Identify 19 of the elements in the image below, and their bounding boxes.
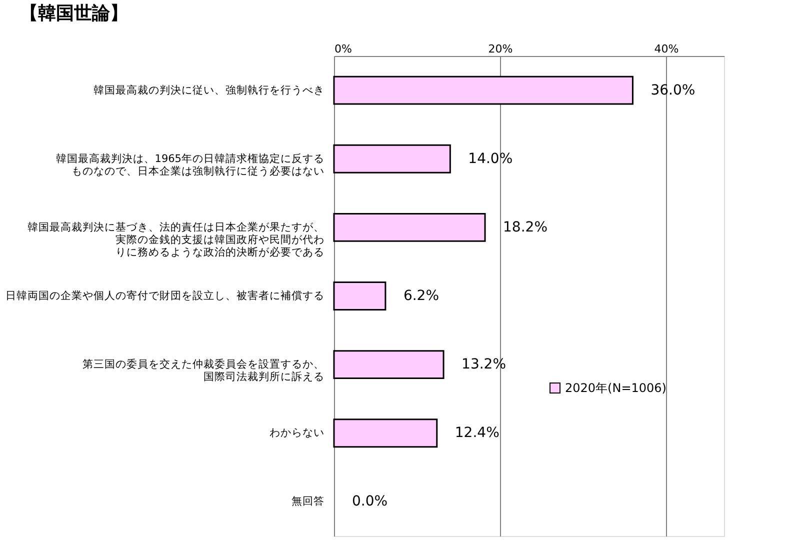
- y-tick-label: 韓国最高裁の判決に従い、強制執行を行うべき: [94, 83, 324, 96]
- data-label: 0.0%: [352, 494, 388, 510]
- x-tick-label: 0%: [334, 42, 352, 56]
- x-tick-label: 20%: [488, 42, 513, 56]
- data-label: 18.2%: [503, 219, 548, 236]
- y-tick-label: 韓国最高裁判決は、1965年の日韓請求権協定に反するものなので、日本企業は強制執行に従う必要はない: [56, 152, 324, 178]
- data-label: 13.2%: [462, 356, 506, 373]
- legend-label: 2020年(N=1006): [565, 381, 666, 395]
- y-tick-label: 日韓両国の企業や個人の寄付で財団を設立し、被害者に補償する: [6, 289, 324, 302]
- y-tick-label: 第三国の委員を交えた仲裁委員会を設置するか、国際司法裁判所に訴える: [82, 358, 324, 384]
- data-label: 12.4%: [454, 425, 500, 442]
- y-tick-label: 韓国最高裁判決に基づき、法的責任は日本企業が果たすが、実際の金銭的支援は韓国政府や民間が代わりに務めるような政治的決断が必要である: [28, 220, 324, 258]
- data-label: 36.0%: [650, 82, 696, 98]
- data-label: 6.2%: [403, 288, 440, 304]
- y-tick-label: わからない: [270, 427, 324, 440]
- x-tick-label: 40%: [654, 42, 679, 56]
- y-tick-label: 無回答: [292, 496, 324, 508]
- text: 【韓国世論】: [20, 3, 128, 24]
- data-label: 14.0%: [468, 150, 513, 167]
